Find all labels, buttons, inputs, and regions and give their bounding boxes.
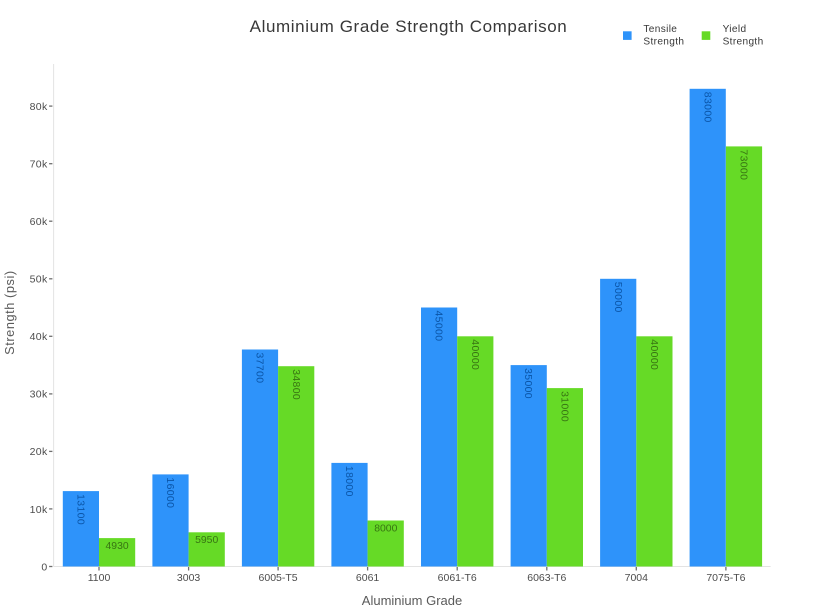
svg-text:6061: 6061	[356, 572, 380, 584]
svg-text:60k: 60k	[30, 216, 48, 228]
svg-text:4930: 4930	[106, 541, 129, 552]
svg-text:50000: 50000	[612, 282, 623, 313]
svg-text:83000: 83000	[701, 92, 712, 123]
svg-text:Aluminium Grade Strength Compa: Aluminium Grade Strength Comparison	[250, 17, 568, 36]
svg-text:Strength (psi): Strength (psi)	[2, 270, 17, 355]
svg-text:35000: 35000	[522, 368, 533, 399]
svg-text:80k: 80k	[30, 101, 48, 113]
svg-text:45000: 45000	[433, 311, 444, 342]
svg-text:5950: 5950	[195, 535, 218, 546]
svg-text:8000: 8000	[374, 523, 397, 534]
svg-text:6063-T6: 6063-T6	[527, 572, 566, 584]
svg-text:Yield: Yield	[723, 24, 747, 35]
svg-text:Strength: Strength	[643, 37, 684, 48]
svg-text:18000: 18000	[343, 466, 354, 497]
svg-text:Aluminium Grade: Aluminium Grade	[362, 593, 462, 608]
svg-text:16000: 16000	[164, 477, 175, 508]
svg-text:7075-T6: 7075-T6	[706, 572, 745, 584]
svg-text:40000: 40000	[469, 339, 480, 370]
svg-text:Strength: Strength	[723, 37, 764, 48]
svg-text:50k: 50k	[30, 274, 48, 286]
svg-text:Tensile: Tensile	[643, 24, 677, 35]
svg-text:30k: 30k	[30, 389, 48, 401]
svg-text:6005-T5: 6005-T5	[259, 572, 298, 584]
svg-text:73000: 73000	[738, 149, 749, 180]
svg-text:40000: 40000	[648, 339, 659, 370]
svg-text:6061-T6: 6061-T6	[438, 572, 477, 584]
svg-text:7004: 7004	[625, 572, 649, 584]
svg-text:31000: 31000	[559, 391, 570, 422]
svg-text:1100: 1100	[88, 572, 111, 584]
svg-text:10k: 10k	[30, 504, 48, 516]
svg-text:3003: 3003	[177, 572, 201, 584]
svg-text:34800: 34800	[290, 369, 301, 400]
svg-text:70k: 70k	[30, 159, 48, 171]
svg-text:37700: 37700	[254, 353, 265, 384]
svg-text:20k: 20k	[30, 446, 48, 458]
svg-text:40k: 40k	[30, 331, 48, 343]
svg-text:0: 0	[41, 561, 47, 573]
svg-text:13100: 13100	[75, 494, 86, 525]
